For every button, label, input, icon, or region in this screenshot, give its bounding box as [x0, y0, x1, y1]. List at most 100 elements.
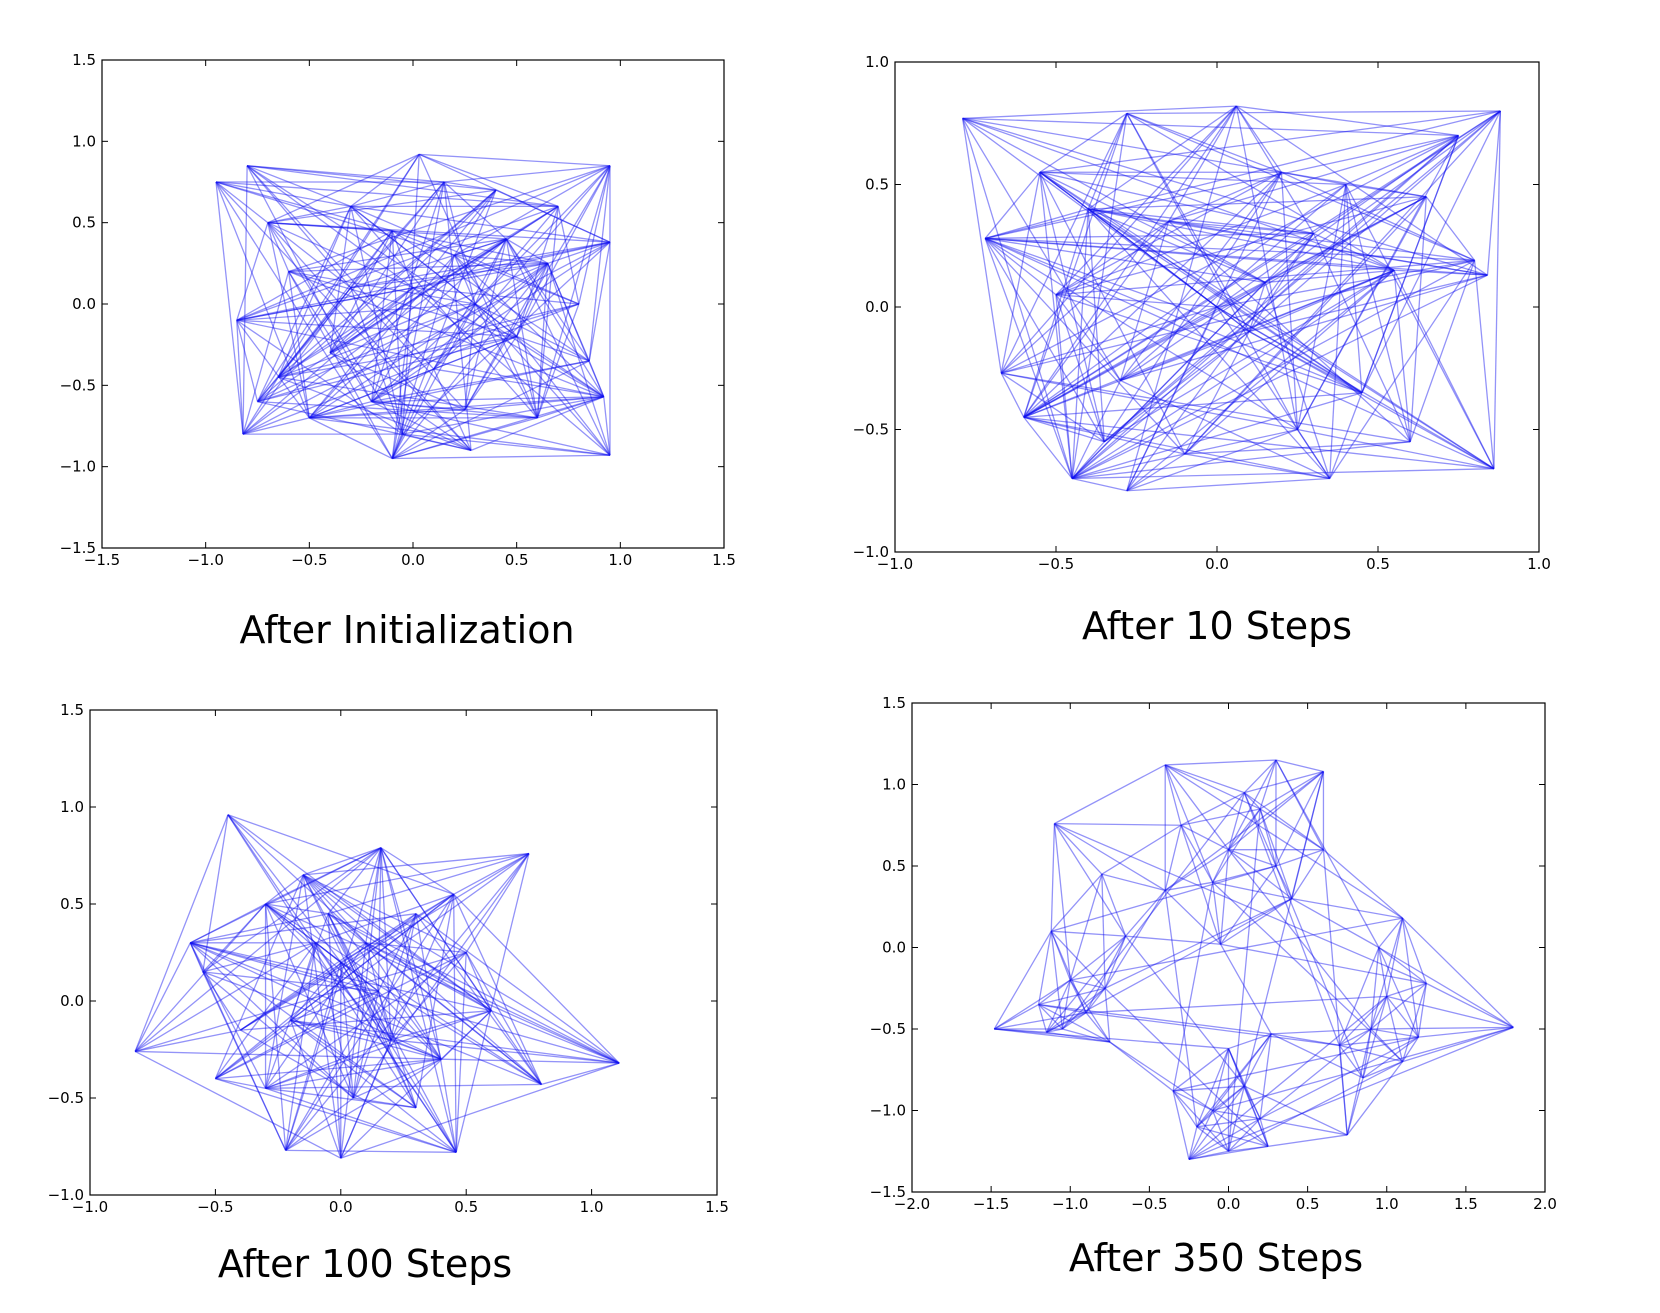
graph-edge — [547, 241, 611, 264]
graph-edge — [242, 238, 507, 435]
graph-edge — [994, 1028, 1047, 1033]
graph-edge — [1393, 269, 1495, 469]
x-tick-label: −2.0 — [894, 1195, 930, 1213]
graph-edge — [277, 287, 414, 378]
graph-edge — [380, 847, 542, 1085]
graph-edge — [236, 222, 269, 321]
graph-edge — [1088, 208, 1488, 276]
graph-edge — [415, 913, 620, 1064]
graph-edge — [265, 951, 467, 1089]
graph-edge — [1184, 441, 1411, 455]
graph-edge — [1227, 792, 1245, 850]
graph-edge — [189, 942, 204, 973]
graph-edge — [1296, 135, 1460, 430]
graph-edge — [1275, 759, 1324, 773]
graph-edge — [1378, 946, 1514, 1028]
graph-edge — [236, 319, 404, 435]
graph-edge — [285, 847, 382, 1151]
graph-edge — [1297, 428, 1495, 470]
graph-edge — [340, 961, 457, 1153]
graph-edge — [1259, 770, 1324, 810]
graph-edge — [290, 1019, 442, 1060]
graph-edge — [1313, 110, 1501, 235]
graph-edge — [1046, 987, 1106, 1033]
graph-edge — [1126, 453, 1186, 492]
x-tick-label: 0.0 — [1205, 555, 1229, 573]
graph-edge — [1046, 1012, 1087, 1033]
graph-edge — [290, 990, 379, 1022]
graph-edge — [240, 1010, 492, 1031]
graph-edge — [454, 254, 548, 264]
graph-edge — [377, 990, 442, 1060]
graph-edge — [247, 165, 496, 191]
graph-edge — [1023, 416, 1494, 470]
graph-edge — [1313, 232, 1395, 271]
graph-edge — [329, 230, 393, 354]
graph-edge — [236, 319, 517, 338]
axes-frame — [89, 709, 718, 1196]
graph-edge — [329, 205, 559, 354]
graph-edge — [1101, 874, 1106, 989]
graph-edge — [202, 903, 267, 973]
graph-edge — [246, 165, 352, 289]
graph-edge — [327, 913, 457, 1153]
graph-edge — [1069, 935, 1127, 981]
graph-edge — [433, 303, 476, 370]
graph-edge — [557, 206, 580, 305]
graph-edge — [202, 971, 287, 1151]
graph-edge — [1101, 824, 1182, 875]
graph-edge — [1370, 917, 1404, 1030]
graph-edge — [350, 287, 466, 411]
graph-edge — [303, 852, 529, 876]
graph-edge — [190, 942, 620, 1064]
x-tick-label: 0.5 — [1366, 555, 1390, 573]
graph-edge — [1039, 171, 1314, 235]
graph-edge — [537, 396, 604, 419]
graph-edge — [1220, 898, 1293, 945]
y-tick-label: 0.5 — [60, 895, 84, 913]
graph-edge — [134, 951, 467, 1053]
graph-edge — [1000, 134, 1459, 374]
graph-edge — [278, 376, 538, 419]
graph-edge — [1228, 1061, 1403, 1152]
graph-edge — [309, 360, 590, 419]
graph-edge — [265, 847, 382, 905]
graph-edge — [309, 335, 517, 419]
graph-edge — [257, 303, 476, 403]
graph-edge — [391, 230, 404, 435]
graph-edge — [985, 237, 1395, 271]
graph-edge — [1039, 171, 1266, 284]
graph-edge — [315, 893, 454, 944]
graph-edge — [1164, 764, 1214, 883]
graph-edge — [516, 263, 549, 337]
graph-edge — [267, 222, 507, 240]
y-tick-label: 0.5 — [865, 176, 889, 194]
graph-edge — [277, 230, 393, 378]
graph-edge — [352, 853, 530, 1099]
graph-edge — [985, 110, 1501, 240]
graph-edge — [1000, 220, 1170, 374]
graph-edge — [1046, 1028, 1063, 1033]
graph-edge — [984, 208, 1089, 240]
graph-edge — [202, 971, 242, 1031]
graph-edge — [1023, 208, 1089, 418]
graph-edge — [415, 913, 457, 1153]
graph-edge — [1051, 865, 1277, 932]
graph-edge — [1087, 208, 1363, 394]
graph-edge — [1227, 1085, 1245, 1152]
graph-edge — [1050, 930, 1071, 981]
graph-edge — [267, 222, 404, 435]
graph-edge — [1109, 1041, 1214, 1112]
graph-edge — [215, 181, 393, 459]
graph-edge — [265, 1087, 417, 1109]
graph-edge — [962, 105, 1237, 119]
graph-edge — [350, 205, 538, 419]
x-tick-label: −1.0 — [187, 551, 223, 569]
graph-edge — [1119, 171, 1282, 381]
graph-edge — [1243, 792, 1340, 1046]
graph-edge — [433, 262, 549, 370]
graph-edge — [1401, 918, 1420, 1038]
graph-edge — [505, 238, 605, 398]
graph-edge — [1370, 1026, 1514, 1030]
graph-edge — [491, 1010, 620, 1064]
